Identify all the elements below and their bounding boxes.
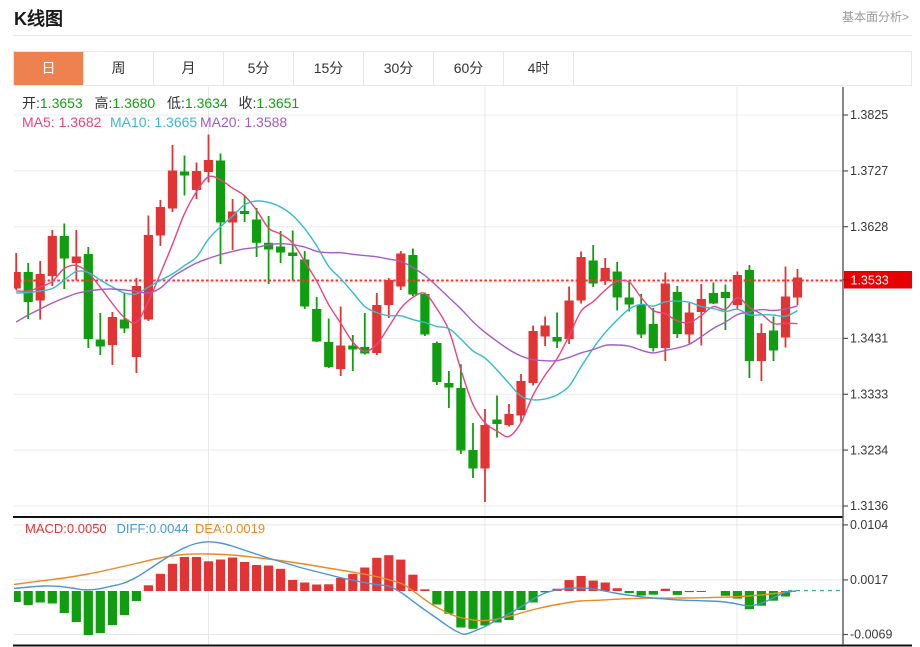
svg-text:0.0104: 0.0104 <box>850 518 888 532</box>
svg-text:1.3628: 1.3628 <box>850 220 888 234</box>
svg-text:1.3727: 1.3727 <box>850 164 888 178</box>
svg-text:1.3136: 1.3136 <box>850 499 888 513</box>
svg-text:1.3234: 1.3234 <box>850 443 888 457</box>
svg-text:1.3825: 1.3825 <box>850 108 888 122</box>
svg-text:0.0017: 0.0017 <box>850 573 888 587</box>
svg-text:1.3333: 1.3333 <box>850 388 888 402</box>
svg-text:-0.0069: -0.0069 <box>850 628 892 642</box>
svg-text:1.3431: 1.3431 <box>850 332 888 346</box>
svg-text:1.3533: 1.3533 <box>851 274 889 288</box>
